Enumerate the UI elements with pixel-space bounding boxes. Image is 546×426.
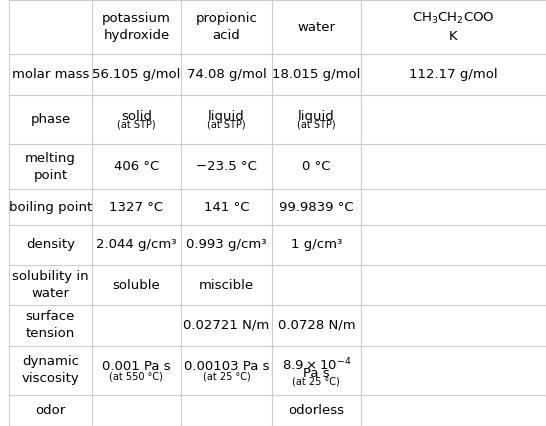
Text: Pa s: Pa s: [303, 367, 330, 380]
Text: surface
tension: surface tension: [26, 311, 75, 340]
Text: 112.17 g/mol: 112.17 g/mol: [409, 68, 497, 81]
Text: miscible: miscible: [199, 279, 254, 292]
Text: phase: phase: [31, 113, 70, 126]
Text: (at 550 °C): (at 550 °C): [109, 371, 163, 381]
Text: liquid: liquid: [208, 109, 245, 123]
Text: (at 25 °C): (at 25 °C): [203, 371, 250, 381]
Text: melting
point: melting point: [25, 152, 76, 182]
Text: 0.001 Pa s: 0.001 Pa s: [102, 360, 171, 373]
Text: 0.0728 N/m: 0.0728 N/m: [277, 319, 355, 332]
Text: 406 °C: 406 °C: [114, 160, 159, 173]
Text: 0.00103 Pa s: 0.00103 Pa s: [183, 360, 269, 373]
Text: potassium
hydroxide: potassium hydroxide: [102, 12, 171, 42]
Text: odorless: odorless: [288, 404, 345, 417]
Text: soluble: soluble: [112, 279, 161, 292]
Text: 141 °C: 141 °C: [204, 201, 249, 213]
Text: water: water: [298, 21, 335, 34]
Text: boiling point: boiling point: [9, 201, 92, 213]
Text: (at STP): (at STP): [207, 120, 246, 130]
Text: (at STP): (at STP): [117, 120, 156, 130]
Text: liquid: liquid: [298, 109, 335, 123]
Text: 0 °C: 0 °C: [302, 160, 331, 173]
Text: (at STP): (at STP): [297, 120, 336, 130]
Text: 74.08 g/mol: 74.08 g/mol: [187, 68, 266, 81]
Text: solubility in
water: solubility in water: [12, 270, 89, 300]
Text: 56.105 g/mol: 56.105 g/mol: [92, 68, 181, 81]
Text: (at 25 °C): (at 25 °C): [293, 377, 340, 386]
Text: 99.9839 °C: 99.9839 °C: [279, 201, 354, 213]
Text: 18.015 g/mol: 18.015 g/mol: [272, 68, 360, 81]
Text: dynamic
viscosity: dynamic viscosity: [22, 355, 79, 386]
Text: 0.993 g/cm³: 0.993 g/cm³: [186, 239, 266, 251]
Text: 1327 °C: 1327 °C: [109, 201, 163, 213]
Text: $\mathregular{CH_3CH_2COO}$
$\mathregular{K}$: $\mathregular{CH_3CH_2COO}$ $\mathregula…: [412, 11, 495, 43]
Text: $8.9\times10^{-4}$: $8.9\times10^{-4}$: [282, 357, 351, 374]
Text: solid: solid: [121, 109, 152, 123]
Text: 1 g/cm³: 1 g/cm³: [290, 239, 342, 251]
Text: molar mass: molar mass: [12, 68, 89, 81]
Text: −23.5 °C: −23.5 °C: [196, 160, 257, 173]
Text: propionic
acid: propionic acid: [195, 12, 257, 42]
Text: density: density: [26, 239, 75, 251]
Text: odor: odor: [35, 404, 66, 417]
Text: 2.044 g/cm³: 2.044 g/cm³: [96, 239, 177, 251]
Text: 0.02721 N/m: 0.02721 N/m: [183, 319, 270, 332]
